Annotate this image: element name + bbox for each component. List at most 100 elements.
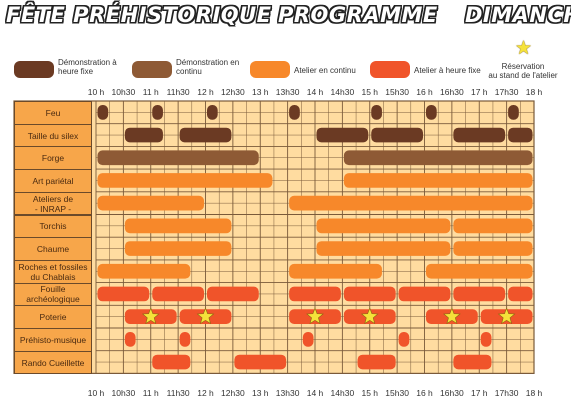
schedule-bar	[371, 105, 382, 120]
time-tick-label: 16 h	[416, 87, 433, 97]
schedule-bar	[508, 105, 519, 120]
row-label: Ateliers de - INRAP -	[14, 191, 92, 216]
schedule-bar	[97, 173, 273, 188]
row-label: Art pariétal	[14, 169, 92, 193]
legend-swatch	[14, 61, 54, 78]
schedule-bar	[152, 105, 163, 120]
time-tick-label: 11h30	[166, 388, 190, 398]
schedule-bar	[453, 218, 533, 234]
title-center: PROGRAMME	[278, 3, 438, 27]
schedule-bar	[508, 127, 533, 143]
reservation-star-icon	[306, 307, 324, 325]
title-left: FÊTE PRÉHISTORIQUE	[6, 3, 272, 27]
reservation-star-icon	[360, 307, 379, 325]
time-tick-label: 15 h	[361, 388, 379, 398]
schedule-bar	[289, 105, 300, 120]
schedule-bar	[97, 263, 191, 279]
schedule-bar	[343, 150, 533, 166]
title-right: DIMANCHE	[465, 3, 571, 27]
time-tick-label: 16 h	[416, 388, 433, 398]
schedule-bar	[426, 263, 533, 279]
schedule-bar	[343, 286, 396, 302]
time-tick-label: 12h30	[221, 87, 245, 97]
time-tick-label: 15h30	[385, 87, 409, 97]
row-label: Préhisto-musique	[14, 328, 92, 352]
time-tick-label: 12h30	[221, 388, 245, 398]
legend-label: Atelier à heure fixe	[414, 66, 481, 75]
schedule-bar	[289, 195, 533, 211]
time-tick-label: 12 h	[197, 388, 214, 398]
schedule-bar	[289, 263, 382, 279]
schedule-bar	[124, 241, 232, 256]
schedule-bar	[398, 286, 451, 302]
schedule-bar	[508, 286, 533, 302]
time-tick-label: 11 h	[142, 388, 159, 398]
schedule-bar	[302, 332, 314, 347]
schedule-bar	[234, 354, 287, 370]
schedule-bar	[398, 332, 410, 347]
schedule-bar	[152, 354, 191, 370]
schedule-bar	[357, 354, 396, 370]
reservation-star-icon	[141, 307, 160, 325]
time-tick-label: 17 h	[470, 388, 488, 398]
schedule-bar	[316, 218, 451, 234]
row-label: Taille du silex	[14, 123, 92, 148]
time-tick-label: 14h30	[330, 87, 355, 97]
time-tick-label: 14 h	[306, 87, 324, 97]
reservation-star-icon	[196, 307, 215, 325]
time-tick-label: 10 h	[87, 87, 105, 97]
legend-swatch	[370, 61, 410, 78]
time-tick-label: 18 h	[525, 388, 543, 398]
schedule-bar	[207, 105, 218, 120]
time-tick-label: 16h30	[440, 388, 464, 398]
legend-star-icon: ★	[515, 38, 533, 59]
time-tick-label: 17h30	[494, 87, 519, 97]
row-label: Feu	[14, 101, 92, 125]
time-tick-label: 17h30	[494, 388, 519, 398]
schedule-bar	[97, 105, 109, 120]
schedule-bar	[316, 127, 369, 143]
schedule-bar	[207, 286, 259, 302]
reservation-star-icon	[497, 307, 516, 325]
time-tick-label: 13 h	[251, 87, 269, 97]
time-tick-label: 13h30	[275, 87, 300, 97]
row-label: Roches et fossiles du Chablais	[14, 259, 92, 284]
reservation-star-icon	[443, 307, 461, 325]
schedule-bar	[453, 354, 492, 370]
schedule-bar	[426, 105, 437, 120]
legend-swatch	[132, 61, 172, 78]
time-tick-label: 13h30	[275, 388, 300, 398]
schedule-bar	[316, 241, 451, 256]
schedule-bar	[289, 286, 341, 302]
legend-label: Démonstration en continu	[176, 58, 240, 76]
legend-label: Réservation au stand de l'atelier	[488, 62, 558, 80]
legend-swatch	[250, 61, 290, 78]
legend-label: Démonstration à heure fixe	[58, 58, 117, 76]
schedule-bar	[371, 127, 423, 143]
time-tick-label: 12 h	[197, 87, 214, 97]
schedule-bar	[124, 218, 232, 234]
schedule-bar	[179, 332, 191, 347]
time-tick-label: 18 h	[525, 87, 543, 97]
time-tick-label: 16h30	[440, 87, 464, 97]
row-label: Forge	[14, 146, 92, 171]
schedule-bar	[453, 241, 533, 256]
schedule-bar	[124, 332, 136, 347]
schedule-bar	[453, 286, 506, 302]
row-label: Fouille archéologique	[14, 282, 92, 307]
schedule-bar	[179, 127, 232, 143]
time-tick-label: 15h30	[385, 388, 409, 398]
schedule-bar	[480, 332, 492, 347]
schedule-bar	[124, 127, 163, 143]
row-label: Poterie	[14, 305, 92, 329]
time-tick-label: 10h30	[111, 388, 136, 398]
legend-label: Atelier en continu	[294, 66, 356, 75]
time-tick-label: 10h30	[111, 87, 136, 97]
time-tick-label: 14 h	[306, 388, 324, 398]
schedule-bar	[97, 195, 204, 211]
time-tick-label: 11 h	[142, 87, 159, 97]
row-label: Torchis	[14, 214, 92, 239]
time-tick-label: 11h30	[166, 87, 190, 97]
row-label: Chaume	[14, 237, 92, 261]
